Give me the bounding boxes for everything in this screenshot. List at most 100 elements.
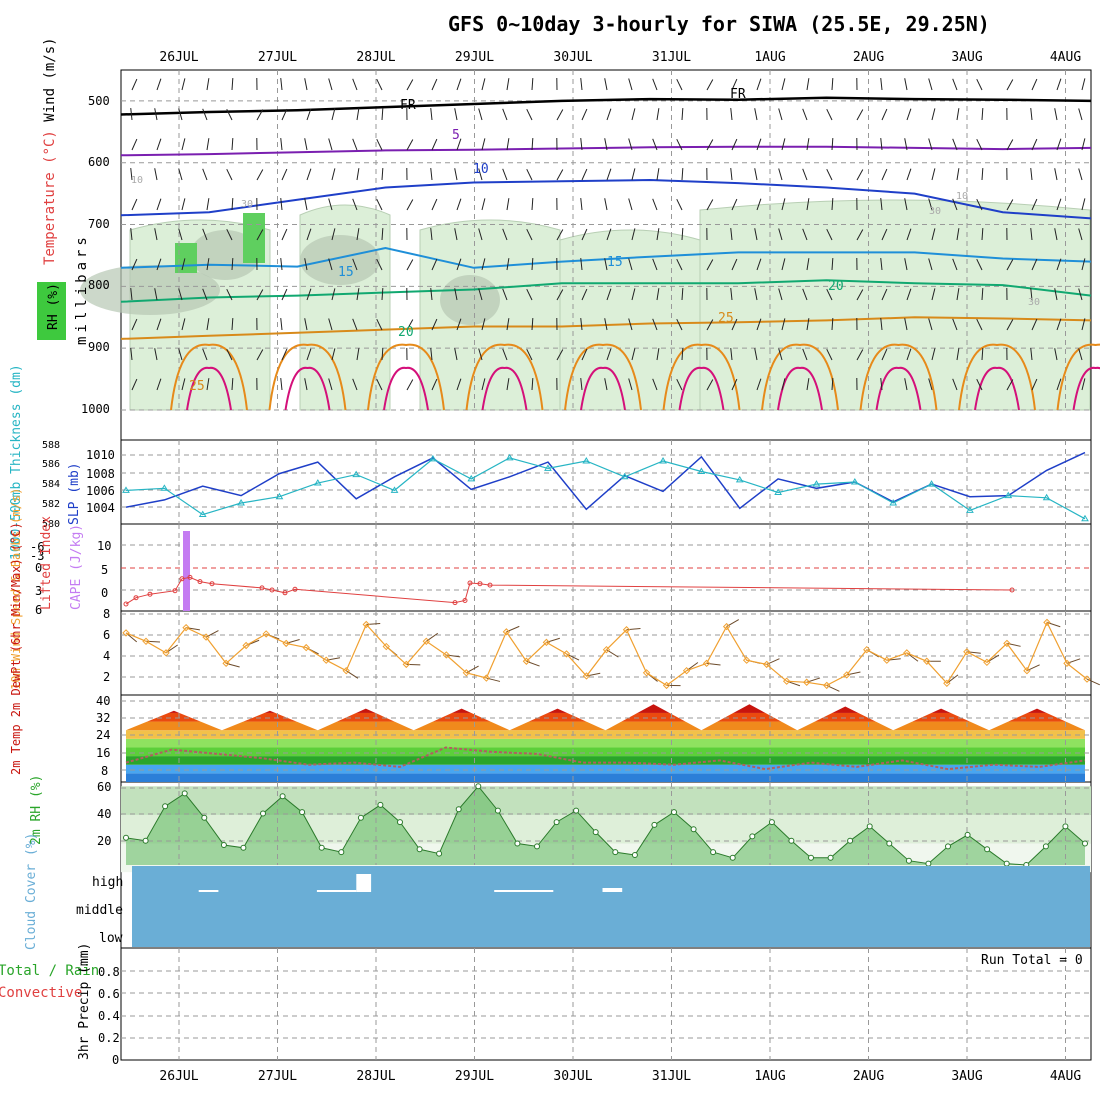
wind-marker [903, 649, 911, 657]
slp-series-line [125, 451, 1086, 511]
wind-barb [580, 78, 583, 91]
high-cloud-segment [602, 888, 623, 892]
rh-marker [397, 819, 403, 826]
wind-barb [478, 228, 483, 241]
lifted-index-line [125, 576, 1013, 605]
tick-800: 800 [88, 278, 110, 292]
wind-barb [880, 78, 883, 91]
wind-barb [226, 228, 233, 241]
wind-barb [831, 197, 834, 211]
tick-600: 600 [88, 155, 110, 169]
wind-barb [656, 228, 660, 241]
tick-li-6: 6 [35, 603, 42, 617]
wind-barb [556, 109, 564, 121]
wind-label: Wind (m/s) [42, 37, 58, 121]
wind-barb [231, 257, 234, 271]
wind-barb [156, 198, 162, 211]
wind-barb [226, 348, 233, 361]
tick-582: 582 [42, 499, 60, 510]
thickness-marker [390, 486, 399, 493]
wind-barb [130, 348, 133, 361]
thickness-marker [505, 453, 514, 461]
wind-barb [281, 288, 288, 301]
wind-barb [376, 378, 383, 391]
tick-584: 584 [42, 479, 60, 490]
wind-marker [182, 623, 190, 632]
rh-marker [827, 854, 834, 861]
rh-line [125, 785, 1086, 866]
wind-barb [802, 168, 808, 181]
cloud-ylabel: Cloud Cover (%) [24, 833, 39, 950]
wind-barb [881, 288, 888, 301]
precip-ticks: 0 0.2 0.4 0.6 0.8 [98, 965, 120, 1067]
contour-label-fr: FR [730, 87, 746, 102]
contour-label-15: 15 [607, 255, 623, 270]
wind-barb [206, 78, 210, 91]
wind-barb [778, 168, 783, 181]
wind-barb [1006, 79, 1014, 91]
rh2m-panel: 20 40 60 2m RH (%) [29, 775, 1091, 873]
tick-w2: 2 [103, 670, 110, 684]
wind-barb [676, 138, 683, 151]
wind-barb [526, 108, 533, 121]
wind-barb [328, 138, 333, 151]
wind-barb [481, 138, 486, 151]
wind-barb [1031, 318, 1038, 331]
rh-marker [945, 843, 951, 850]
contour-label-15: 15 [338, 265, 354, 280]
date-label: 29JUL [455, 50, 494, 65]
wind-barb [781, 258, 786, 271]
contour-label-20: 20 [398, 325, 414, 340]
wind-barb [604, 138, 608, 151]
wind-barb [556, 169, 564, 181]
wind-barb [976, 318, 983, 331]
wind-marker [803, 678, 811, 686]
wind-barb [681, 107, 684, 121]
wind-barb [376, 138, 383, 151]
wind-barb [381, 287, 384, 301]
stability-ticks: -6 -3 0 3 6 0 5 10 [30, 539, 111, 617]
cape-bar [183, 531, 190, 611]
lifted-index-marker [147, 591, 153, 597]
wind-marker [582, 672, 591, 680]
rh-marker [788, 837, 795, 844]
lifted-index-marker [292, 586, 298, 592]
stability-panel: -6 -3 0 3 6 0 5 10 Lifted Index CAPE (J/… [30, 516, 1091, 617]
cape-label: CAPE (J/kg) [69, 524, 84, 610]
wind-barb [581, 288, 588, 301]
wind-barb [352, 198, 358, 211]
high-cloud-segment [356, 874, 372, 892]
rh-marker [592, 829, 599, 836]
wind-barb [502, 288, 508, 301]
rh-marker [984, 846, 991, 853]
tick-w8: 8 [103, 607, 110, 621]
date-label: 3AUG [951, 1069, 982, 1084]
wind-barb [280, 198, 283, 211]
temp-label: 2m Temp 2m DewPt (6hr Min/Max) (°C) [9, 522, 23, 775]
thickness-marker [812, 480, 821, 487]
wind-barb [502, 228, 508, 241]
wind-barb [481, 318, 486, 331]
wind-barb [676, 378, 683, 391]
wind-barb [981, 287, 984, 301]
upper-air-panel: FR FR 5 10 15 15 20 20 25 25 10 30 30 10… [37, 37, 1100, 416]
wind-barb [1031, 198, 1038, 211]
wind-barb [826, 108, 833, 121]
wind-barb [826, 228, 833, 241]
wind-barb [256, 229, 264, 241]
wind-barb [306, 228, 312, 241]
isotherm-35 [481, 366, 528, 411]
rh-ticks: 20 40 60 [97, 780, 111, 848]
rh-markers [123, 783, 1088, 868]
wind-barb [1056, 318, 1062, 331]
isotherm-30 [1056, 343, 1100, 411]
wind-barb [730, 288, 733, 301]
rh-high-area [80, 265, 220, 315]
wind-barb [280, 378, 283, 391]
wind-barb [306, 348, 312, 361]
high-cloud-segment [494, 890, 554, 892]
lifted-index-marker [269, 587, 275, 593]
wind-ticks: 2 4 6 8 [103, 607, 110, 684]
wind-barb [731, 198, 738, 211]
wind-barb [352, 378, 358, 391]
